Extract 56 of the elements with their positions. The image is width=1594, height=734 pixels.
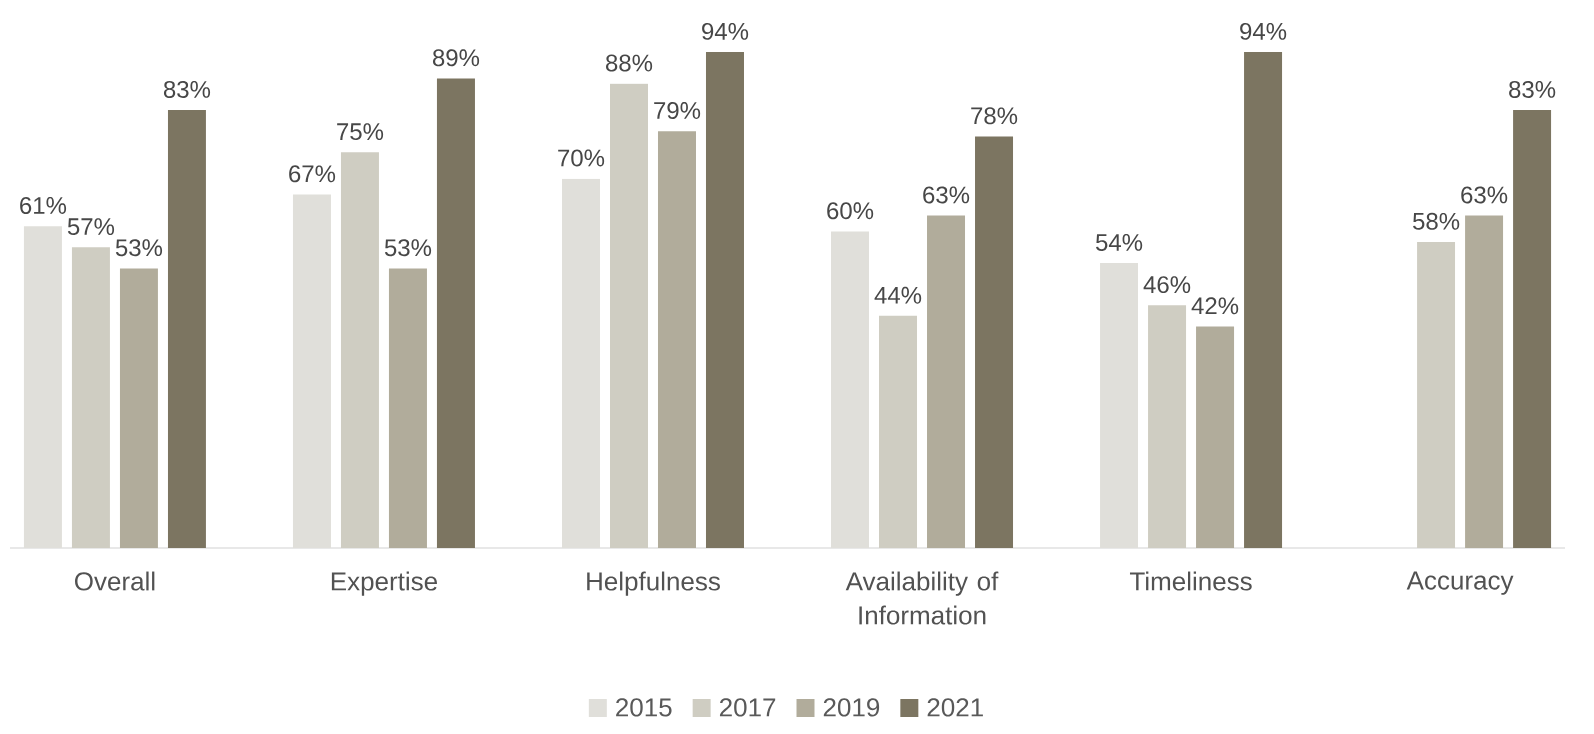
x-tick-label: Helpfulness xyxy=(587,571,720,596)
x-tick-label: Timeliness xyxy=(1129,571,1252,591)
bar xyxy=(23,226,62,548)
bar xyxy=(1417,242,1456,548)
data-label: 46% xyxy=(1143,276,1191,294)
data-label: 53% xyxy=(115,239,163,257)
data-label: 89% xyxy=(432,49,480,67)
data-label: 61% xyxy=(20,196,67,214)
x-tick-label: Overall xyxy=(74,571,155,591)
bar xyxy=(436,78,475,548)
bar xyxy=(71,247,110,548)
data-label: 63% xyxy=(923,186,970,204)
bar xyxy=(1513,110,1552,548)
data-label: 54% xyxy=(1095,234,1143,251)
data-label: 88% xyxy=(606,54,653,72)
bar xyxy=(1244,52,1283,548)
bar xyxy=(167,110,206,548)
bar xyxy=(927,215,966,548)
x-tick-label: Expertise xyxy=(331,571,437,596)
data-label: 63% xyxy=(1461,186,1508,204)
data-label: 78% xyxy=(971,107,1018,125)
bar xyxy=(292,194,331,548)
bar xyxy=(879,315,918,548)
legend-label: 2021 xyxy=(927,698,983,717)
x-tick-label: Availability of Information xyxy=(845,571,999,625)
bar xyxy=(340,152,379,548)
data-label: 83% xyxy=(163,80,211,98)
data-label: 57% xyxy=(67,218,115,236)
legend-label: 2015 xyxy=(616,698,672,717)
data-label: 94% xyxy=(1240,22,1287,40)
bar xyxy=(831,231,870,548)
bar xyxy=(1196,326,1235,548)
legend-label: 2017 xyxy=(719,698,776,717)
data-label: 83% xyxy=(1509,80,1556,98)
data-label: 67% xyxy=(289,165,336,183)
bar xyxy=(705,52,744,548)
data-label: 75% xyxy=(337,123,384,141)
legend-label: 2019 xyxy=(823,698,880,717)
data-label: 94% xyxy=(702,22,749,40)
bar xyxy=(657,131,696,548)
data-label: 79% xyxy=(654,102,701,120)
bar xyxy=(388,268,427,548)
bar xyxy=(1148,305,1187,548)
data-label: 53% xyxy=(384,239,432,257)
data-label: 70% xyxy=(558,149,605,167)
data-label: 60% xyxy=(827,202,874,220)
data-label: 42% xyxy=(1191,297,1239,315)
bar xyxy=(975,136,1014,548)
bar xyxy=(561,178,600,548)
bar xyxy=(1465,215,1504,548)
bar xyxy=(609,83,648,548)
bar xyxy=(119,268,158,548)
bar xyxy=(1100,263,1139,548)
x-tick-label: Accuracy xyxy=(1406,571,1514,595)
data-label: 58% xyxy=(1413,212,1460,230)
data-label: 44% xyxy=(874,286,922,304)
